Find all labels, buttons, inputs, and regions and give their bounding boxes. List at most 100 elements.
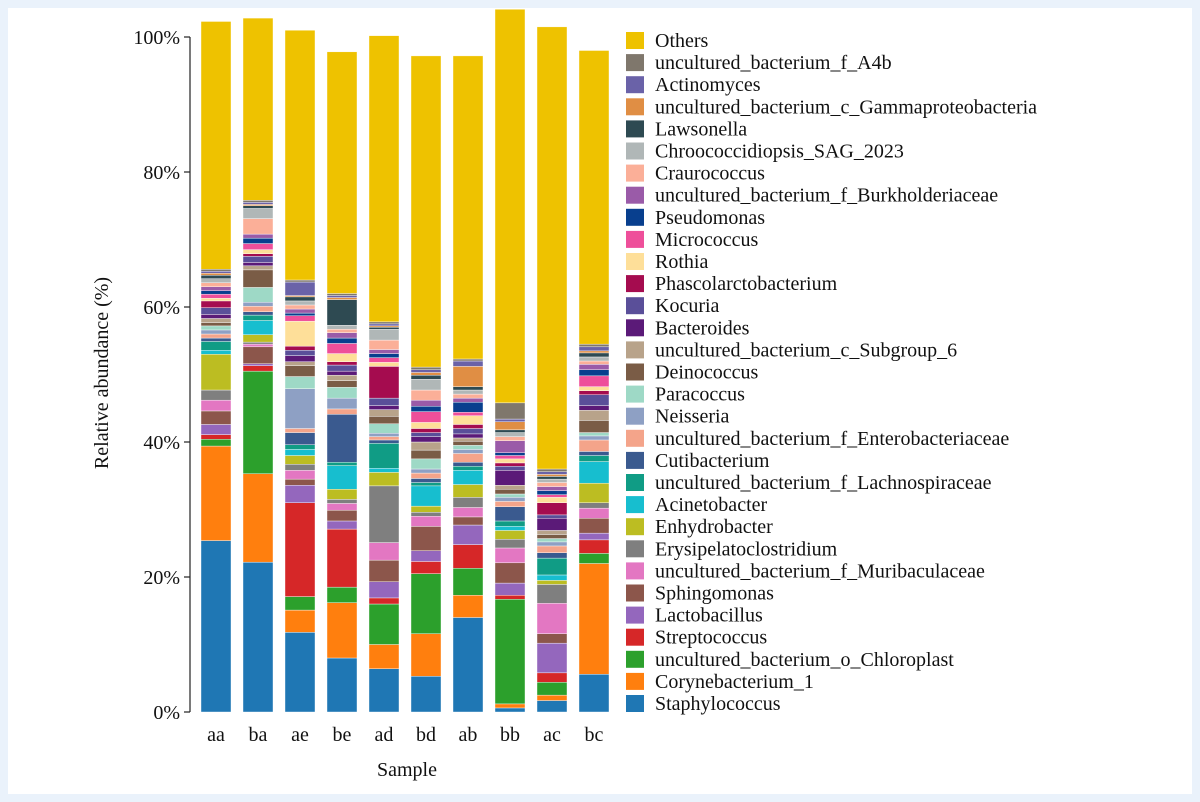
bar-stack-bc	[578, 50, 610, 713]
bar-stack-bb	[494, 9, 526, 713]
bar-segment-lactobacillus	[284, 485, 316, 503]
x-axis: aa ba ae be ad bd ab bb ac bc	[207, 724, 603, 746]
bar-segment-enhydrobacter	[242, 334, 274, 343]
bar-segment-acinetobacter	[536, 574, 568, 581]
bar-segment-pseudomonas	[368, 353, 400, 358]
legend-swatch	[626, 650, 644, 668]
bar-segment-erysipelatoclostridium	[452, 497, 484, 508]
bar-segment-phascolarctobacterium	[326, 361, 358, 366]
bar-segment-pseudomonas	[452, 401, 484, 413]
bar-segment-others	[326, 51, 358, 294]
bar-segment-uncultured-bacterium-f-a4b	[536, 468, 568, 472]
bar-segment-staphylococcus	[536, 700, 568, 713]
legend-swatch	[626, 164, 644, 182]
bar-segment-uncultured-bacterium-f-burkholderiaceae	[536, 486, 568, 491]
y-axis: 0% 20% 40% 60% 80% 100%	[133, 27, 191, 724]
legend-label: uncultured_bacterium_f_Enterobacteriacea…	[655, 428, 1009, 450]
bar-segment-enhydrobacter	[410, 505, 442, 513]
y-tick-label: 40%	[143, 432, 180, 454]
bar-segment-uncultured-bacterium-f-burkholderiaceae	[578, 364, 610, 370]
bar-segment-acinetobacter	[452, 470, 484, 485]
bar-segment-neisseria	[536, 541, 568, 547]
bar-segment-streptococcus	[578, 539, 610, 554]
bar-segment-uncultured-bacterium-f-enterobacteriaceae	[326, 408, 358, 415]
bar-segment-streptococcus	[284, 502, 316, 597]
bar-segment-sphingomonas	[578, 518, 610, 534]
bar-segment-uncultured-bacterium-f-enterobacteriaceae	[494, 501, 526, 507]
bar-segment-lactobacillus	[242, 363, 274, 366]
bar-segment-uncultured-bacterium-c-subgroup-6	[494, 485, 526, 490]
bar-segment-uncultured-bacterium-f-enterobacteriaceae	[452, 453, 484, 463]
legend-label: uncultured_bacterium_o_Chloroplast	[655, 649, 954, 671]
bar-segment-paracoccus	[326, 387, 358, 399]
bar-segment-sphingomonas	[200, 410, 232, 425]
bar-segment-lawsonella	[326, 299, 358, 326]
legend-item-deinococcus: Deinococcus	[626, 362, 759, 384]
legend-swatch	[626, 208, 644, 226]
bar-segment-uncultured-bacterium-o-chloroplast	[368, 603, 400, 645]
bar-segment-chroococcidiopsis-sag-2023	[452, 389, 484, 395]
bar-segment-cutibacterium	[368, 439, 400, 444]
x-tick-label: bc	[585, 724, 604, 746]
bar-segment-staphylococcus	[326, 657, 358, 713]
bar-segment-actinomyces	[536, 471, 568, 475]
bar-segment-actinomyces	[242, 202, 274, 205]
bar-segment-uncultured-bacterium-f-enterobacteriaceae	[536, 545, 568, 553]
legend-swatch	[626, 451, 644, 469]
bar-segment-uncultured-bacterium-c-subgroup-6	[200, 318, 232, 323]
bar-segment-uncultured-bacterium-o-chloroplast	[242, 370, 274, 474]
bar-segment-uncultured-bacterium-f-a4b	[284, 279, 316, 283]
bar-segment-cutibacterium	[452, 462, 484, 467]
bar-segment-staphylococcus	[284, 632, 316, 713]
bar-segment-acinetobacter	[242, 320, 274, 335]
bar-segment-cutibacterium	[242, 311, 274, 316]
bar-segment-uncultured-bacterium-f-burkholderiaceae	[326, 332, 358, 339]
bar-segment-enhydrobacter	[200, 354, 232, 391]
bar-segment-others	[536, 26, 568, 470]
bar-segment-enhydrobacter	[326, 489, 358, 500]
bar-segment-uncultured-bacterium-f-a4b	[326, 293, 358, 296]
y-tick-label: 0%	[153, 702, 180, 724]
bar-segment-erysipelatoclostridium	[242, 341, 274, 345]
bar-segment-staphylococcus	[368, 668, 400, 713]
bar-segment-uncultured-bacterium-o-chloroplast	[536, 682, 568, 696]
legend-label: Chroococcidiopsis_SAG_2023	[655, 141, 904, 163]
bar-segment-cutibacterium	[536, 552, 568, 559]
bar-segment-erysipelatoclostridium	[410, 512, 442, 517]
legend-item-lactobacillus: Lactobacillus	[626, 605, 763, 627]
bar-segment-uncultured-bacterium-o-chloroplast	[326, 586, 358, 603]
legend-label: Phascolarctobacterium	[655, 273, 838, 295]
bar-segment-uncultured-bacterium-f-muribaculaceae	[284, 470, 316, 480]
x-tick-label: aa	[207, 724, 225, 746]
bar-segment-acinetobacter	[284, 449, 316, 456]
bar-segment-uncultured-bacterium-c-subgroup-6	[326, 374, 358, 381]
bar-segment-sphingomonas	[368, 559, 400, 582]
bar-segment-uncultured-bacterium-f-lachnospiraceae	[578, 455, 610, 462]
bar-segment-pseudomonas	[284, 312, 316, 316]
bar-segment-micrococcus	[494, 455, 526, 460]
legend-item-uncultured-bacterium-o-chloroplast: uncultured_bacterium_o_Chloroplast	[626, 649, 954, 671]
legend-swatch	[626, 385, 644, 403]
bar-segment-uncultured-bacterium-c-gammaproteobacteria	[578, 350, 610, 354]
bar-segment-cutibacterium	[326, 414, 358, 463]
bar-segment-acinetobacter	[326, 465, 358, 490]
bar-segment-uncultured-bacterium-c-gammaproteobacteria	[536, 474, 568, 477]
bar-segment-streptococcus	[368, 597, 400, 605]
legend-item-acinetobacter: Acinetobacter	[626, 494, 767, 516]
bar-segment-uncultured-bacterium-f-muribaculaceae	[368, 542, 400, 561]
bar-segment-uncultured-bacterium-f-enterobacteriaceae	[410, 472, 442, 479]
bar-segment-micrococcus	[410, 411, 442, 423]
bar-segment-paracoccus	[410, 458, 442, 470]
bar-segment-rothia	[536, 497, 568, 503]
bar-segment-deinococcus	[536, 534, 568, 539]
bar-segment-others	[368, 35, 400, 323]
legend-label: Paracoccus	[655, 384, 745, 406]
bar-segment-neisseria	[410, 468, 442, 474]
legend-item-uncultured-bacterium-f-a4b: uncultured_bacterium_f_A4b	[626, 52, 892, 74]
legend-item-sphingomonas: Sphingomonas	[626, 583, 774, 605]
bar-segment-bacteroides	[536, 518, 568, 531]
legend-label: Bacteroides	[655, 317, 750, 339]
bar-segment-paracoccus	[284, 376, 316, 389]
bar-segment-lawsonella	[410, 374, 442, 380]
bar-segment-uncultured-bacterium-c-subgroup-6	[242, 265, 274, 271]
